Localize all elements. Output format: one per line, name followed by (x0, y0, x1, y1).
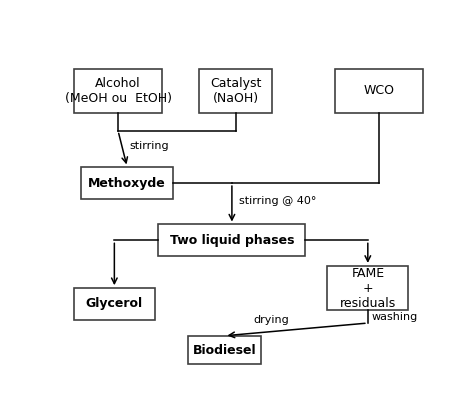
Text: Methoxyde: Methoxyde (88, 177, 166, 190)
Text: FAME
+
residuals: FAME + residuals (340, 266, 396, 310)
Text: Biodiesel: Biodiesel (193, 344, 256, 356)
Text: drying: drying (253, 315, 289, 325)
FancyBboxPatch shape (82, 167, 173, 199)
Text: Glycerol: Glycerol (86, 297, 143, 311)
Text: Two liquid phases: Two liquid phases (170, 234, 294, 247)
Text: stirring: stirring (129, 141, 169, 151)
Text: WCO: WCO (364, 84, 394, 97)
Text: washing: washing (372, 312, 418, 322)
Text: Catalyst
(NaOH): Catalyst (NaOH) (210, 77, 261, 105)
FancyBboxPatch shape (74, 288, 155, 320)
FancyBboxPatch shape (188, 336, 261, 364)
FancyBboxPatch shape (328, 266, 408, 310)
Text: stirring @ 40°: stirring @ 40° (239, 196, 317, 206)
FancyBboxPatch shape (335, 69, 423, 113)
FancyBboxPatch shape (74, 69, 162, 113)
Text: Alcohol
(MeOH ou  EtOH): Alcohol (MeOH ou EtOH) (64, 77, 172, 105)
FancyBboxPatch shape (158, 225, 305, 256)
FancyBboxPatch shape (199, 69, 272, 113)
